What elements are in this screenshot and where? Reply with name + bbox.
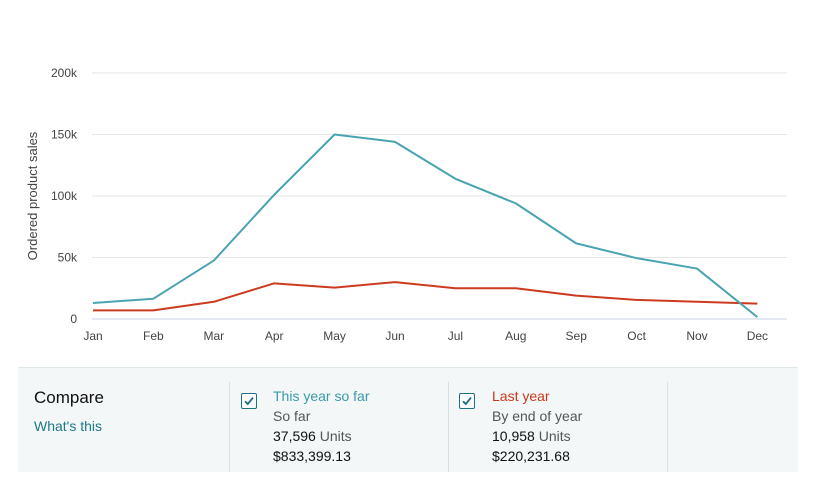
y-axis-ticks: 0 50k 100k 150k 200k bbox=[51, 66, 78, 326]
compare-title: Compare bbox=[34, 388, 104, 407]
this-year-compare: This year so far So far 37,596 Units $83… bbox=[230, 368, 448, 472]
column-divider bbox=[667, 382, 668, 472]
column-divider bbox=[229, 382, 230, 472]
x-tick-label: Jun bbox=[385, 329, 404, 343]
last-year-checkbox[interactable] bbox=[459, 393, 475, 409]
y-tick-label: 150k bbox=[51, 128, 78, 142]
x-tick-label: Jan bbox=[83, 329, 102, 343]
whats-this-link[interactable]: What's this bbox=[34, 418, 103, 434]
checkmark-icon bbox=[244, 397, 254, 406]
last-year-label: Last year bbox=[492, 388, 550, 404]
x-tick-label: Feb bbox=[143, 329, 164, 343]
last-year-amount: $220,231.68 bbox=[492, 448, 570, 464]
y-tick-label: 0 bbox=[70, 312, 77, 326]
x-tick-label: Dec bbox=[747, 329, 768, 343]
this-year-amount: $833,399.13 bbox=[273, 448, 351, 464]
series-lines bbox=[92, 133, 759, 318]
x-tick-label: Apr bbox=[265, 329, 284, 343]
x-tick-label: Jul bbox=[448, 329, 463, 343]
grid-lines bbox=[92, 72, 787, 320]
this-year-units: 37,596 Units bbox=[273, 428, 352, 444]
x-tick-label: Aug bbox=[505, 329, 526, 343]
x-tick-label: Mar bbox=[203, 329, 224, 343]
column-divider bbox=[448, 382, 449, 472]
sales-line-chart: 0 50k 100k 150k 200k Jan Feb Mar Apr May Jun Jul Au… bbox=[25, 66, 787, 343]
x-tick-label: Oct bbox=[627, 329, 646, 343]
x-tick-label: Nov bbox=[686, 329, 707, 343]
this-year-units-value: 37,596 bbox=[273, 428, 316, 444]
y-tick-label: 50k bbox=[58, 251, 78, 265]
this-year-units-label: Units bbox=[319, 428, 352, 444]
last-year-sub: By end of year bbox=[492, 408, 583, 424]
compare-panel: Compare What's this This year so far So … bbox=[18, 367, 798, 472]
checkmark-icon bbox=[462, 397, 472, 406]
last-year-compare: Last year By end of year 10,958 Units $2… bbox=[449, 368, 667, 472]
x-tick-label: May bbox=[323, 329, 346, 343]
last-year-units-label: Units bbox=[538, 428, 571, 444]
last-year-units: 10,958 Units bbox=[492, 428, 571, 444]
this-year-label: This year so far bbox=[273, 388, 370, 404]
series-line bbox=[92, 133, 759, 318]
y-axis-title: Ordered product sales bbox=[25, 131, 40, 260]
y-tick-label: 100k bbox=[51, 189, 78, 203]
x-tick-label: Sep bbox=[566, 329, 588, 343]
last-year-units-value: 10,958 bbox=[492, 428, 535, 444]
this-year-checkbox[interactable] bbox=[241, 393, 257, 409]
y-tick-label: 200k bbox=[51, 66, 78, 80]
series-line bbox=[93, 281, 758, 312]
this-year-sub: So far bbox=[273, 408, 311, 424]
x-axis-ticks: Jan Feb Mar Apr May Jun Jul Aug Sep Oct Nov Dec bbox=[83, 329, 768, 343]
